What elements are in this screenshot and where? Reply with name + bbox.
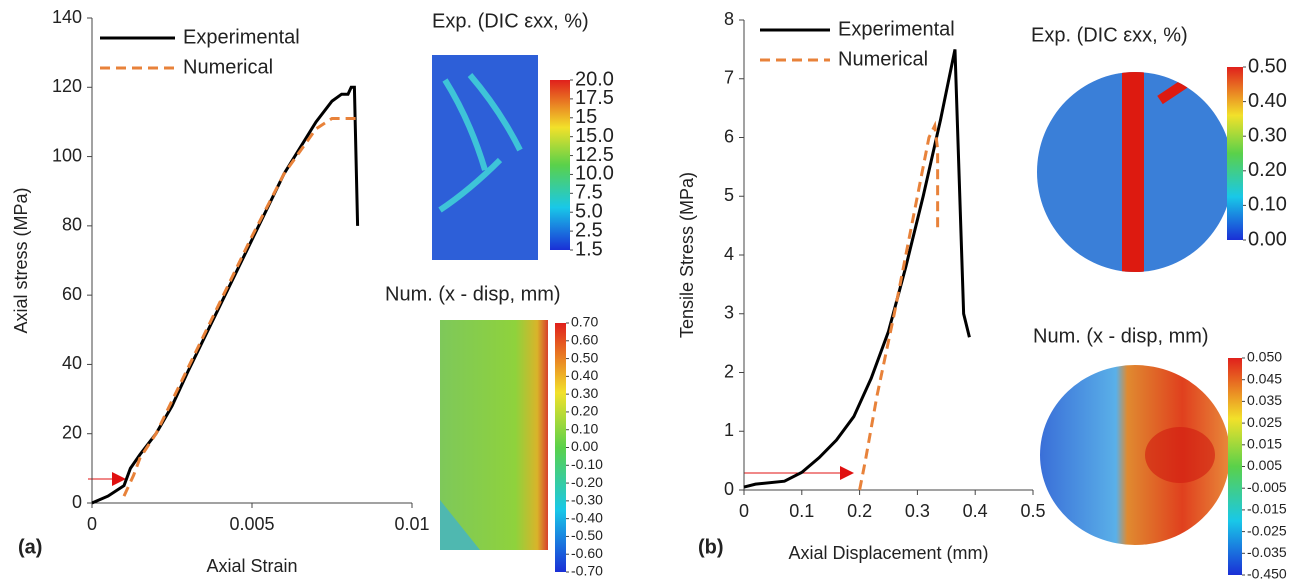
colorbar-label: 0.20: [571, 403, 598, 419]
panel-label: (a): [18, 536, 42, 558]
colorbar-label: 0.005: [1247, 457, 1282, 473]
x-tick-label: 0.3: [905, 501, 930, 521]
colorbar: [555, 323, 566, 572]
legend-label: Experimental: [183, 26, 300, 48]
x-tick-label: 0: [739, 501, 749, 521]
inset-title: Num. (x - disp, mm): [1033, 325, 1209, 347]
y-tick-label: 100: [52, 145, 82, 165]
colorbar-label: -0.50: [571, 527, 603, 543]
y-tick-label: 5: [724, 185, 734, 205]
y-tick-label: 6: [724, 126, 734, 146]
colorbar-label: 0.10: [1248, 194, 1287, 216]
x-tick-label: 0.5: [1020, 501, 1045, 521]
colorbar-label: 20.0: [575, 68, 614, 90]
inset-title: Exp. (DIC εxx, %): [1031, 24, 1188, 46]
colorbar-label: 0.050: [1247, 349, 1282, 365]
inset-title: Num. (x - disp, mm): [385, 283, 561, 305]
x-tick-label: 0.2: [847, 501, 872, 521]
colorbar-label: 0.60: [571, 331, 598, 347]
y-tick-label: 20: [62, 422, 82, 442]
colorbar-label: 0.30: [571, 385, 598, 401]
colorbar-label: 0.10: [571, 420, 598, 436]
colorbar-label: 0.30: [1248, 124, 1287, 146]
y-axis-label: Axial stress (MPa): [11, 187, 31, 333]
colorbar-label: 10.0: [575, 163, 614, 185]
inset-image: [432, 55, 1233, 550]
inset-title: Exp. (DIC εxx, %): [432, 10, 589, 32]
colorbar: [1228, 358, 1242, 575]
colorbar-label: 7.5: [575, 182, 603, 204]
colorbar-label: 0.035: [1247, 392, 1282, 408]
colorbar-label: -0.005: [1247, 479, 1287, 495]
colorbar-label: -0.035: [1247, 544, 1287, 560]
y-tick-label: 40: [62, 353, 82, 373]
y-tick-label: 0: [72, 492, 82, 512]
y-tick-label: 60: [62, 284, 82, 304]
colorbar-label: 0.015: [1247, 436, 1282, 452]
annotation-arrow: [88, 466, 854, 486]
colorbar-label: -0.450: [1247, 566, 1287, 582]
y-tick-label: 140: [52, 7, 82, 27]
y-tick-label: 1: [724, 420, 734, 440]
colorbar-label: -0.015: [1247, 501, 1287, 517]
colorbar-label: 0.00: [571, 438, 598, 454]
colorbar: [1227, 67, 1243, 240]
x-axis-label: Axial Strain: [206, 556, 297, 576]
colorbar-label: 15.0: [575, 125, 614, 147]
x-tick-label: 0.005: [229, 514, 274, 534]
series-line: [122, 116, 361, 497]
colorbar-label: 0.40: [1248, 90, 1287, 112]
colorbar-label: 0.045: [1247, 370, 1282, 386]
colorbar-label: 2.5: [575, 219, 603, 241]
colorbar-label: -0.40: [571, 509, 603, 525]
series-line: [91, 85, 360, 505]
legend-label: Numerical: [183, 56, 273, 78]
colorbar-label: -0.10: [571, 456, 603, 472]
panel-label: (b): [698, 536, 724, 558]
y-tick-label: 4: [724, 244, 734, 264]
y-tick-label: 80: [62, 215, 82, 235]
colorbar-label: -0.20: [571, 474, 603, 490]
colorbar-label: -0.025: [1247, 522, 1287, 538]
y-tick-label: 8: [724, 9, 734, 29]
colorbar-label: -0.70: [571, 563, 603, 579]
colorbar-label: 5.0: [575, 201, 603, 223]
y-axis-label: Tensile Stress (MPa): [677, 172, 697, 338]
colorbar: [550, 80, 570, 250]
colorbar-label: 0.40: [571, 367, 598, 383]
colorbar-label: 1.5: [575, 238, 603, 260]
x-tick-label: 0.4: [963, 501, 988, 521]
colorbar-label: 17.5: [575, 87, 614, 109]
colorbar-label: 0.025: [1247, 414, 1282, 430]
legend-label: Numerical: [838, 48, 928, 70]
colorbar-label: 0.20: [1248, 159, 1287, 181]
series-line: [743, 49, 971, 489]
colorbar-label: 0.00: [1248, 228, 1287, 250]
x-axis-label: Axial Displacement (mm): [788, 543, 988, 563]
x-tick-label: 0.01: [394, 514, 429, 534]
colorbar-label: -0.60: [571, 545, 603, 561]
colorbar-label: -0.30: [571, 492, 603, 508]
series-line: [858, 120, 940, 491]
y-tick-label: 7: [724, 68, 734, 88]
y-tick-label: 0: [724, 479, 734, 499]
colorbar-label: 12.5: [575, 144, 614, 166]
colorbar-label: 0.70: [571, 314, 598, 330]
y-tick-label: 2: [724, 361, 734, 381]
y-tick-label: 120: [52, 76, 82, 96]
y-tick-label: 3: [724, 303, 734, 323]
colorbar-label: 0.50: [571, 349, 598, 365]
x-tick-label: 0: [87, 514, 97, 534]
legend-label: Experimental: [838, 18, 955, 40]
x-tick-label: 0.1: [789, 501, 814, 521]
colorbar-label: 0.50: [1248, 55, 1287, 77]
colorbar-label: 15: [575, 106, 597, 128]
